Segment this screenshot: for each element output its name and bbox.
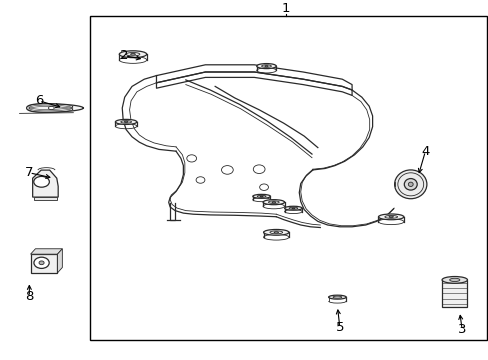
Ellipse shape [407, 182, 412, 186]
Text: 5: 5 [335, 321, 344, 334]
Ellipse shape [124, 121, 128, 122]
Circle shape [39, 261, 44, 265]
Ellipse shape [48, 107, 54, 110]
Ellipse shape [115, 120, 137, 125]
Text: 2: 2 [120, 49, 129, 62]
Ellipse shape [284, 206, 302, 210]
Ellipse shape [273, 231, 278, 233]
Bar [34, 197, 57, 200]
Ellipse shape [291, 208, 294, 209]
Circle shape [34, 257, 49, 269]
Ellipse shape [263, 200, 284, 205]
Bar [30, 254, 58, 273]
Ellipse shape [130, 53, 135, 55]
Ellipse shape [271, 202, 275, 203]
Text: 6: 6 [35, 94, 43, 107]
Bar [90, 16, 486, 340]
Ellipse shape [441, 276, 467, 283]
Bar [441, 280, 467, 307]
Ellipse shape [388, 216, 393, 217]
Text: 7: 7 [25, 166, 34, 179]
Ellipse shape [260, 196, 263, 197]
Ellipse shape [34, 176, 49, 187]
Ellipse shape [378, 214, 403, 220]
Text: 8: 8 [25, 291, 34, 303]
Text: 3: 3 [457, 323, 466, 336]
Polygon shape [33, 170, 58, 197]
Polygon shape [26, 104, 83, 112]
Ellipse shape [264, 66, 268, 67]
Ellipse shape [328, 295, 346, 299]
Text: 1: 1 [281, 3, 290, 15]
Polygon shape [58, 249, 62, 273]
Ellipse shape [263, 229, 288, 235]
Polygon shape [30, 249, 62, 254]
Ellipse shape [256, 64, 276, 69]
Ellipse shape [252, 194, 270, 198]
Ellipse shape [394, 170, 426, 199]
Text: 4: 4 [420, 145, 429, 158]
Ellipse shape [404, 179, 416, 190]
Ellipse shape [449, 278, 459, 282]
Ellipse shape [119, 51, 146, 58]
